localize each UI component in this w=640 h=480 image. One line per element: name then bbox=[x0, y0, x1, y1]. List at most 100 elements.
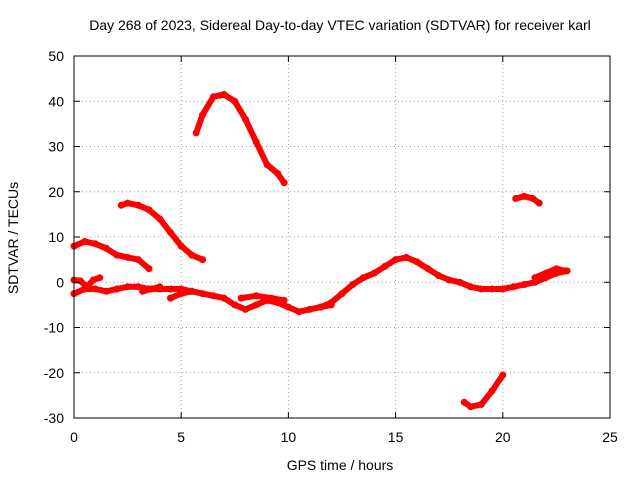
data-point bbox=[306, 305, 314, 313]
data-point bbox=[199, 290, 207, 298]
data-point bbox=[520, 192, 528, 200]
data-point bbox=[381, 262, 389, 270]
data-point bbox=[167, 229, 174, 236]
data-point bbox=[124, 283, 132, 291]
data-point bbox=[274, 170, 282, 178]
data-point bbox=[209, 292, 217, 300]
data-point bbox=[467, 283, 475, 291]
data-point bbox=[280, 179, 288, 187]
data-point bbox=[199, 111, 207, 119]
series-arc-evening bbox=[71, 238, 152, 272]
data-point bbox=[535, 199, 543, 207]
series-arc-short-d bbox=[532, 265, 568, 281]
data-point bbox=[456, 278, 464, 286]
data-point bbox=[499, 285, 507, 293]
series-arc-mid bbox=[118, 200, 206, 263]
data-point bbox=[102, 244, 110, 252]
data-point bbox=[512, 195, 520, 202]
data-point bbox=[488, 285, 496, 293]
data-point bbox=[424, 265, 432, 273]
data-point bbox=[167, 285, 174, 293]
data-point bbox=[392, 256, 400, 264]
chart-title: Day 268 of 2023, Sidereal Day-to-day VTE… bbox=[89, 17, 591, 33]
series-arc-short-c bbox=[238, 292, 288, 304]
data-point bbox=[139, 287, 147, 295]
data-point bbox=[413, 258, 421, 266]
data-series bbox=[70, 91, 571, 411]
data-point bbox=[167, 294, 174, 302]
data-point bbox=[83, 283, 91, 291]
data-point bbox=[237, 294, 245, 302]
data-point bbox=[102, 287, 110, 295]
data-point bbox=[561, 267, 569, 275]
data-point bbox=[209, 93, 217, 101]
data-point bbox=[488, 387, 496, 395]
data-point bbox=[520, 281, 528, 288]
data-point bbox=[284, 303, 292, 311]
data-point bbox=[76, 277, 84, 285]
data-point bbox=[402, 253, 410, 261]
data-point bbox=[445, 276, 453, 284]
data-point bbox=[280, 296, 288, 304]
data-point bbox=[252, 301, 260, 309]
data-point bbox=[529, 195, 537, 202]
y-tick-label: 0 bbox=[56, 274, 64, 290]
data-point bbox=[542, 269, 550, 277]
x-tick-label: 10 bbox=[281, 429, 297, 445]
data-point bbox=[199, 256, 207, 264]
data-point bbox=[156, 215, 164, 223]
data-point bbox=[156, 283, 164, 291]
data-point bbox=[477, 400, 485, 408]
data-point bbox=[220, 91, 228, 98]
data-point bbox=[349, 281, 357, 288]
x-tick-label: 25 bbox=[602, 429, 618, 445]
y-tick-label: -10 bbox=[44, 320, 64, 336]
data-point bbox=[89, 276, 97, 284]
data-point bbox=[124, 253, 132, 261]
y-tick-label: 10 bbox=[48, 229, 64, 245]
data-point bbox=[91, 240, 99, 248]
data-point bbox=[145, 206, 153, 214]
data-point bbox=[242, 115, 249, 123]
y-axis-label: SDTVAR / TECUs bbox=[5, 182, 21, 294]
series-arc-main-high bbox=[317, 254, 571, 311]
y-tick-label: 50 bbox=[48, 48, 64, 64]
data-point bbox=[252, 138, 260, 146]
y-tick-label: 30 bbox=[48, 139, 64, 155]
x-tick-label: 5 bbox=[177, 429, 185, 445]
data-point bbox=[370, 269, 378, 277]
data-point bbox=[263, 161, 271, 169]
data-point bbox=[188, 287, 196, 295]
data-point bbox=[134, 201, 142, 209]
data-point bbox=[113, 251, 121, 259]
data-point bbox=[192, 129, 200, 137]
data-point bbox=[359, 274, 367, 282]
data-point bbox=[188, 251, 196, 259]
data-point bbox=[499, 371, 507, 379]
data-point bbox=[327, 299, 335, 307]
grid bbox=[74, 56, 610, 418]
data-point bbox=[231, 301, 239, 309]
data-point bbox=[295, 308, 303, 316]
series-arc-late-high bbox=[512, 193, 543, 207]
data-point bbox=[177, 290, 185, 298]
x-tick-label: 15 bbox=[388, 429, 404, 445]
data-point bbox=[117, 201, 125, 209]
data-point bbox=[460, 398, 468, 406]
data-point bbox=[338, 290, 346, 298]
data-point bbox=[220, 294, 228, 302]
data-point bbox=[552, 265, 560, 273]
data-point bbox=[113, 285, 121, 293]
data-point bbox=[177, 242, 185, 250]
y-tick-label: 20 bbox=[48, 184, 64, 200]
data-point bbox=[134, 283, 142, 291]
data-point bbox=[510, 283, 517, 291]
data-point bbox=[267, 294, 275, 302]
y-tick-label: 40 bbox=[48, 93, 64, 109]
data-point bbox=[145, 265, 153, 273]
x-tick-label: 0 bbox=[70, 429, 78, 445]
data-point bbox=[317, 303, 325, 311]
data-point bbox=[134, 256, 142, 264]
series-arc-peak bbox=[193, 91, 288, 186]
